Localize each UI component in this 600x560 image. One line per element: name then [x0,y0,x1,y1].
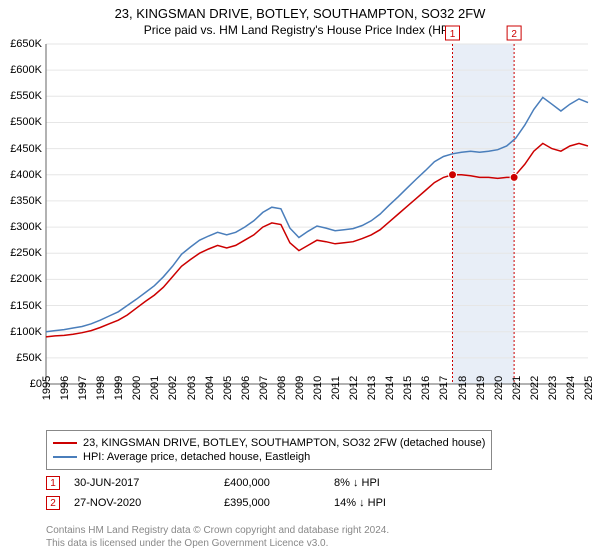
legend: 23, KINGSMAN DRIVE, BOTLEY, SOUTHAMPTON,… [46,430,492,470]
x-tick-label: 2018 [457,376,469,400]
y-tick-label: £150K [10,300,42,312]
sales-table: 1 30-JUN-2017£400,0008% ↓ HPI 2 27-NOV-2020… [46,474,454,514]
sale-date: 30-JUN-2017 [74,477,224,489]
y-tick-label: £100K [10,326,42,338]
legend-row: 23, KINGSMAN DRIVE, BOTLEY, SOUTHAMPTON,… [53,437,485,449]
y-tick-label: £500K [10,116,42,128]
x-tick-label: 2016 [420,376,432,400]
x-tick-label: 2008 [276,376,288,400]
plot-svg: 12 [46,44,588,384]
sales-row: 1 30-JUN-2017£400,0008% ↓ HPI [46,474,454,492]
svg-text:1: 1 [450,29,456,40]
sales-row: 2 27-NOV-2020£395,00014% ↓ HPI [46,494,454,512]
x-tick-label: 2024 [565,376,577,400]
chart-title: 23, KINGSMAN DRIVE, BOTLEY, SOUTHAMPTON,… [0,0,600,21]
svg-text:2: 2 [511,29,517,40]
plot-area: 12 £0£50K£100K£150K£200K£250K£300K£350K£… [46,44,588,384]
x-tick-label: 2014 [384,376,396,400]
x-tick-label: 2005 [222,376,234,400]
footer-text: Contains HM Land Registry data © Crown c… [46,524,389,550]
x-tick-label: 2023 [547,376,559,400]
y-tick-label: £450K [10,143,42,155]
x-tick-label: 2006 [240,376,252,400]
sale-delta: 8% ↓ HPI [334,477,454,489]
x-tick-label: 2015 [402,376,414,400]
x-tick-label: 2002 [167,376,179,400]
x-tick-label: 2001 [149,376,161,400]
sale-price: £395,000 [224,497,334,509]
footer-line-1: Contains HM Land Registry data © Crown c… [46,524,389,537]
x-tick-label: 2009 [294,376,306,400]
x-tick-label: 2017 [438,376,450,400]
legend-swatch [53,456,77,458]
y-tick-label: £550K [10,90,42,102]
x-tick-label: 2011 [330,376,342,400]
y-tick-label: £400K [10,169,42,181]
x-tick-label: 1999 [113,376,125,400]
footer-line-2: This data is licensed under the Open Gov… [46,537,389,550]
x-tick-label: 1997 [77,376,89,400]
sale-delta: 14% ↓ HPI [334,497,454,509]
legend-label: 23, KINGSMAN DRIVE, BOTLEY, SOUTHAMPTON,… [83,437,485,449]
x-tick-label: 2025 [583,376,595,400]
x-tick-label: 2022 [529,376,541,400]
y-tick-label: £300K [10,221,42,233]
legend-row: HPI: Average price, detached house, East… [53,451,485,463]
sale-price: £400,000 [224,477,334,489]
x-tick-label: 2021 [511,376,523,400]
x-tick-label: 2012 [348,376,360,400]
y-tick-label: £650K [10,38,42,50]
y-tick-label: £50K [16,352,42,364]
y-tick-label: £600K [10,64,42,76]
x-tick-label: 2000 [131,376,143,400]
x-tick-label: 2003 [186,376,198,400]
y-tick-label: £250K [10,247,42,259]
x-tick-label: 2019 [475,376,487,400]
y-tick-label: £350K [10,195,42,207]
x-tick-label: 1995 [41,376,53,400]
x-tick-label: 2007 [258,376,270,400]
sale-marker: 2 [46,496,60,510]
x-tick-label: 1998 [95,376,107,400]
x-tick-label: 2010 [312,376,324,400]
chart-container: 23, KINGSMAN DRIVE, BOTLEY, SOUTHAMPTON,… [0,0,600,560]
x-tick-label: 2004 [204,376,216,400]
legend-swatch [53,442,77,444]
x-tick-label: 1996 [59,376,71,400]
legend-label: HPI: Average price, detached house, East… [83,451,310,463]
x-tick-label: 2020 [493,376,505,400]
x-tick-label: 2013 [366,376,378,400]
sale-marker: 1 [46,476,60,490]
y-tick-label: £200K [10,273,42,285]
sale-date: 27-NOV-2020 [74,497,224,509]
